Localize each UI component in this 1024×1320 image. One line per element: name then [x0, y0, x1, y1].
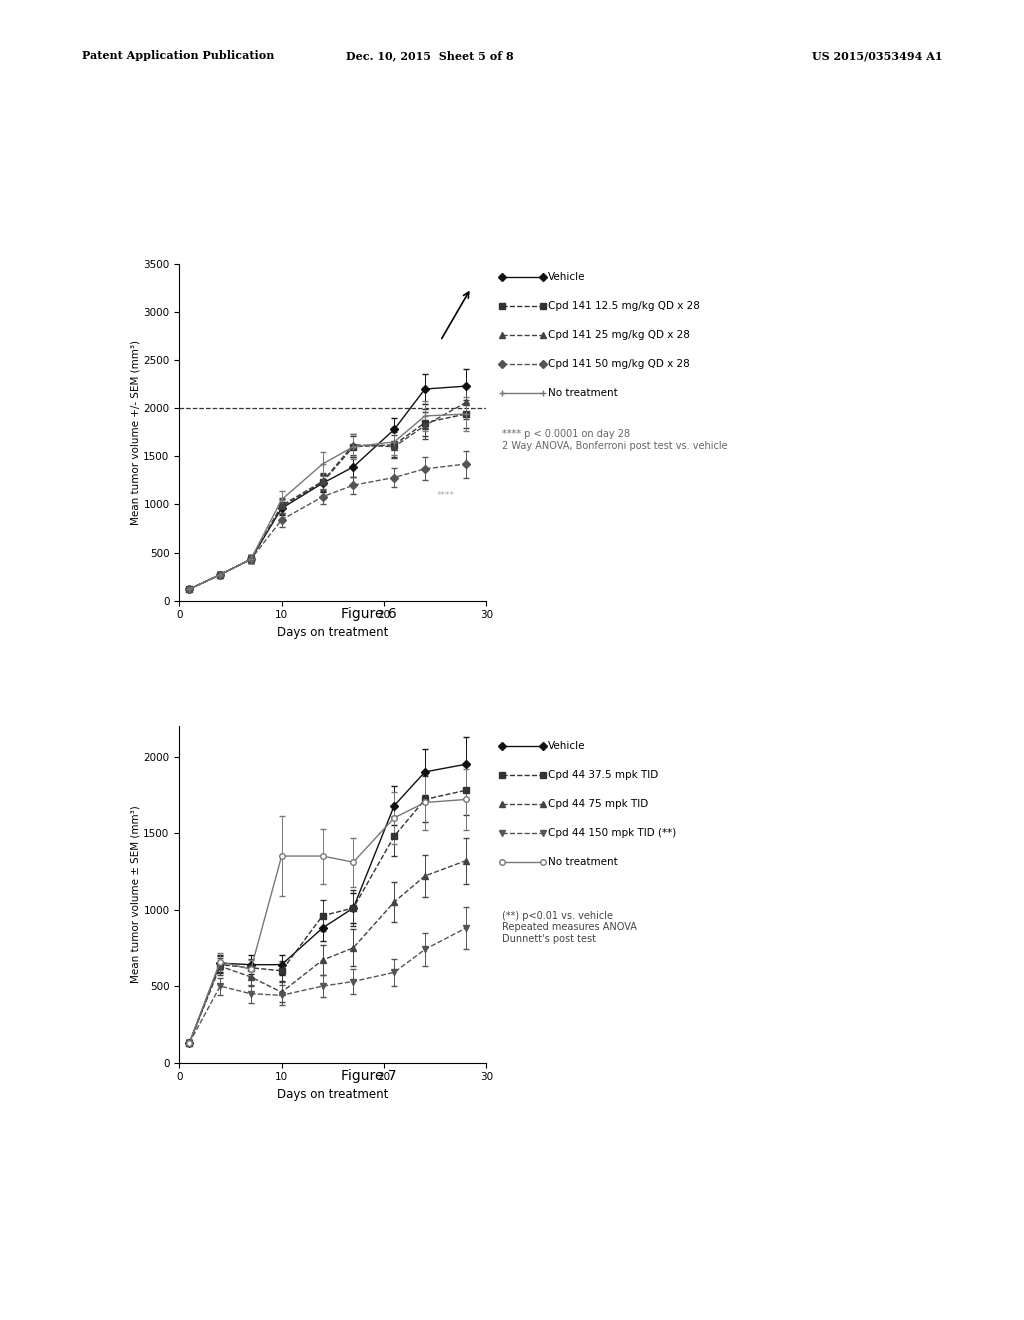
Y-axis label: Mean tumor volume ± SEM (mm³): Mean tumor volume ± SEM (mm³) — [130, 805, 140, 983]
Text: Dec. 10, 2015  Sheet 5 of 8: Dec. 10, 2015 Sheet 5 of 8 — [346, 50, 514, 61]
Text: Vehicle: Vehicle — [548, 741, 586, 751]
Text: Cpd 141 25 mg/kg QD x 28: Cpd 141 25 mg/kg QD x 28 — [548, 330, 690, 341]
Y-axis label: Mean tumor volume +/- SEM (mm³): Mean tumor volume +/- SEM (mm³) — [130, 339, 140, 525]
Text: (**) p<0.01 vs. vehicle
Repeated measures ANOVA
Dunnett's post test: (**) p<0.01 vs. vehicle Repeated measure… — [502, 911, 637, 944]
Text: Vehicle: Vehicle — [548, 272, 586, 282]
Text: Cpd 44 150 mpk TID (**): Cpd 44 150 mpk TID (**) — [548, 828, 676, 838]
Text: Cpd 141 12.5 mg/kg QD x 28: Cpd 141 12.5 mg/kg QD x 28 — [548, 301, 699, 312]
Text: US 2015/0353494 A1: US 2015/0353494 A1 — [812, 50, 942, 61]
Text: **** p < 0.0001 on day 28
2 Way ANOVA, Bonferroni post test vs. vehicle: **** p < 0.0001 on day 28 2 Way ANOVA, B… — [502, 429, 727, 450]
X-axis label: Days on treatment: Days on treatment — [278, 626, 388, 639]
Text: Cpd 44 75 mpk TID: Cpd 44 75 mpk TID — [548, 799, 648, 809]
Text: Figure 6: Figure 6 — [341, 607, 396, 620]
Text: Cpd 141 50 mg/kg QD x 28: Cpd 141 50 mg/kg QD x 28 — [548, 359, 689, 370]
X-axis label: Days on treatment: Days on treatment — [278, 1088, 388, 1101]
Text: ****: **** — [436, 491, 455, 500]
Text: Cpd 44 37.5 mpk TID: Cpd 44 37.5 mpk TID — [548, 770, 658, 780]
Text: Figure 7: Figure 7 — [341, 1069, 396, 1082]
Text: No treatment: No treatment — [548, 388, 617, 399]
Text: No treatment: No treatment — [548, 857, 617, 867]
Text: Patent Application Publication: Patent Application Publication — [82, 50, 274, 61]
